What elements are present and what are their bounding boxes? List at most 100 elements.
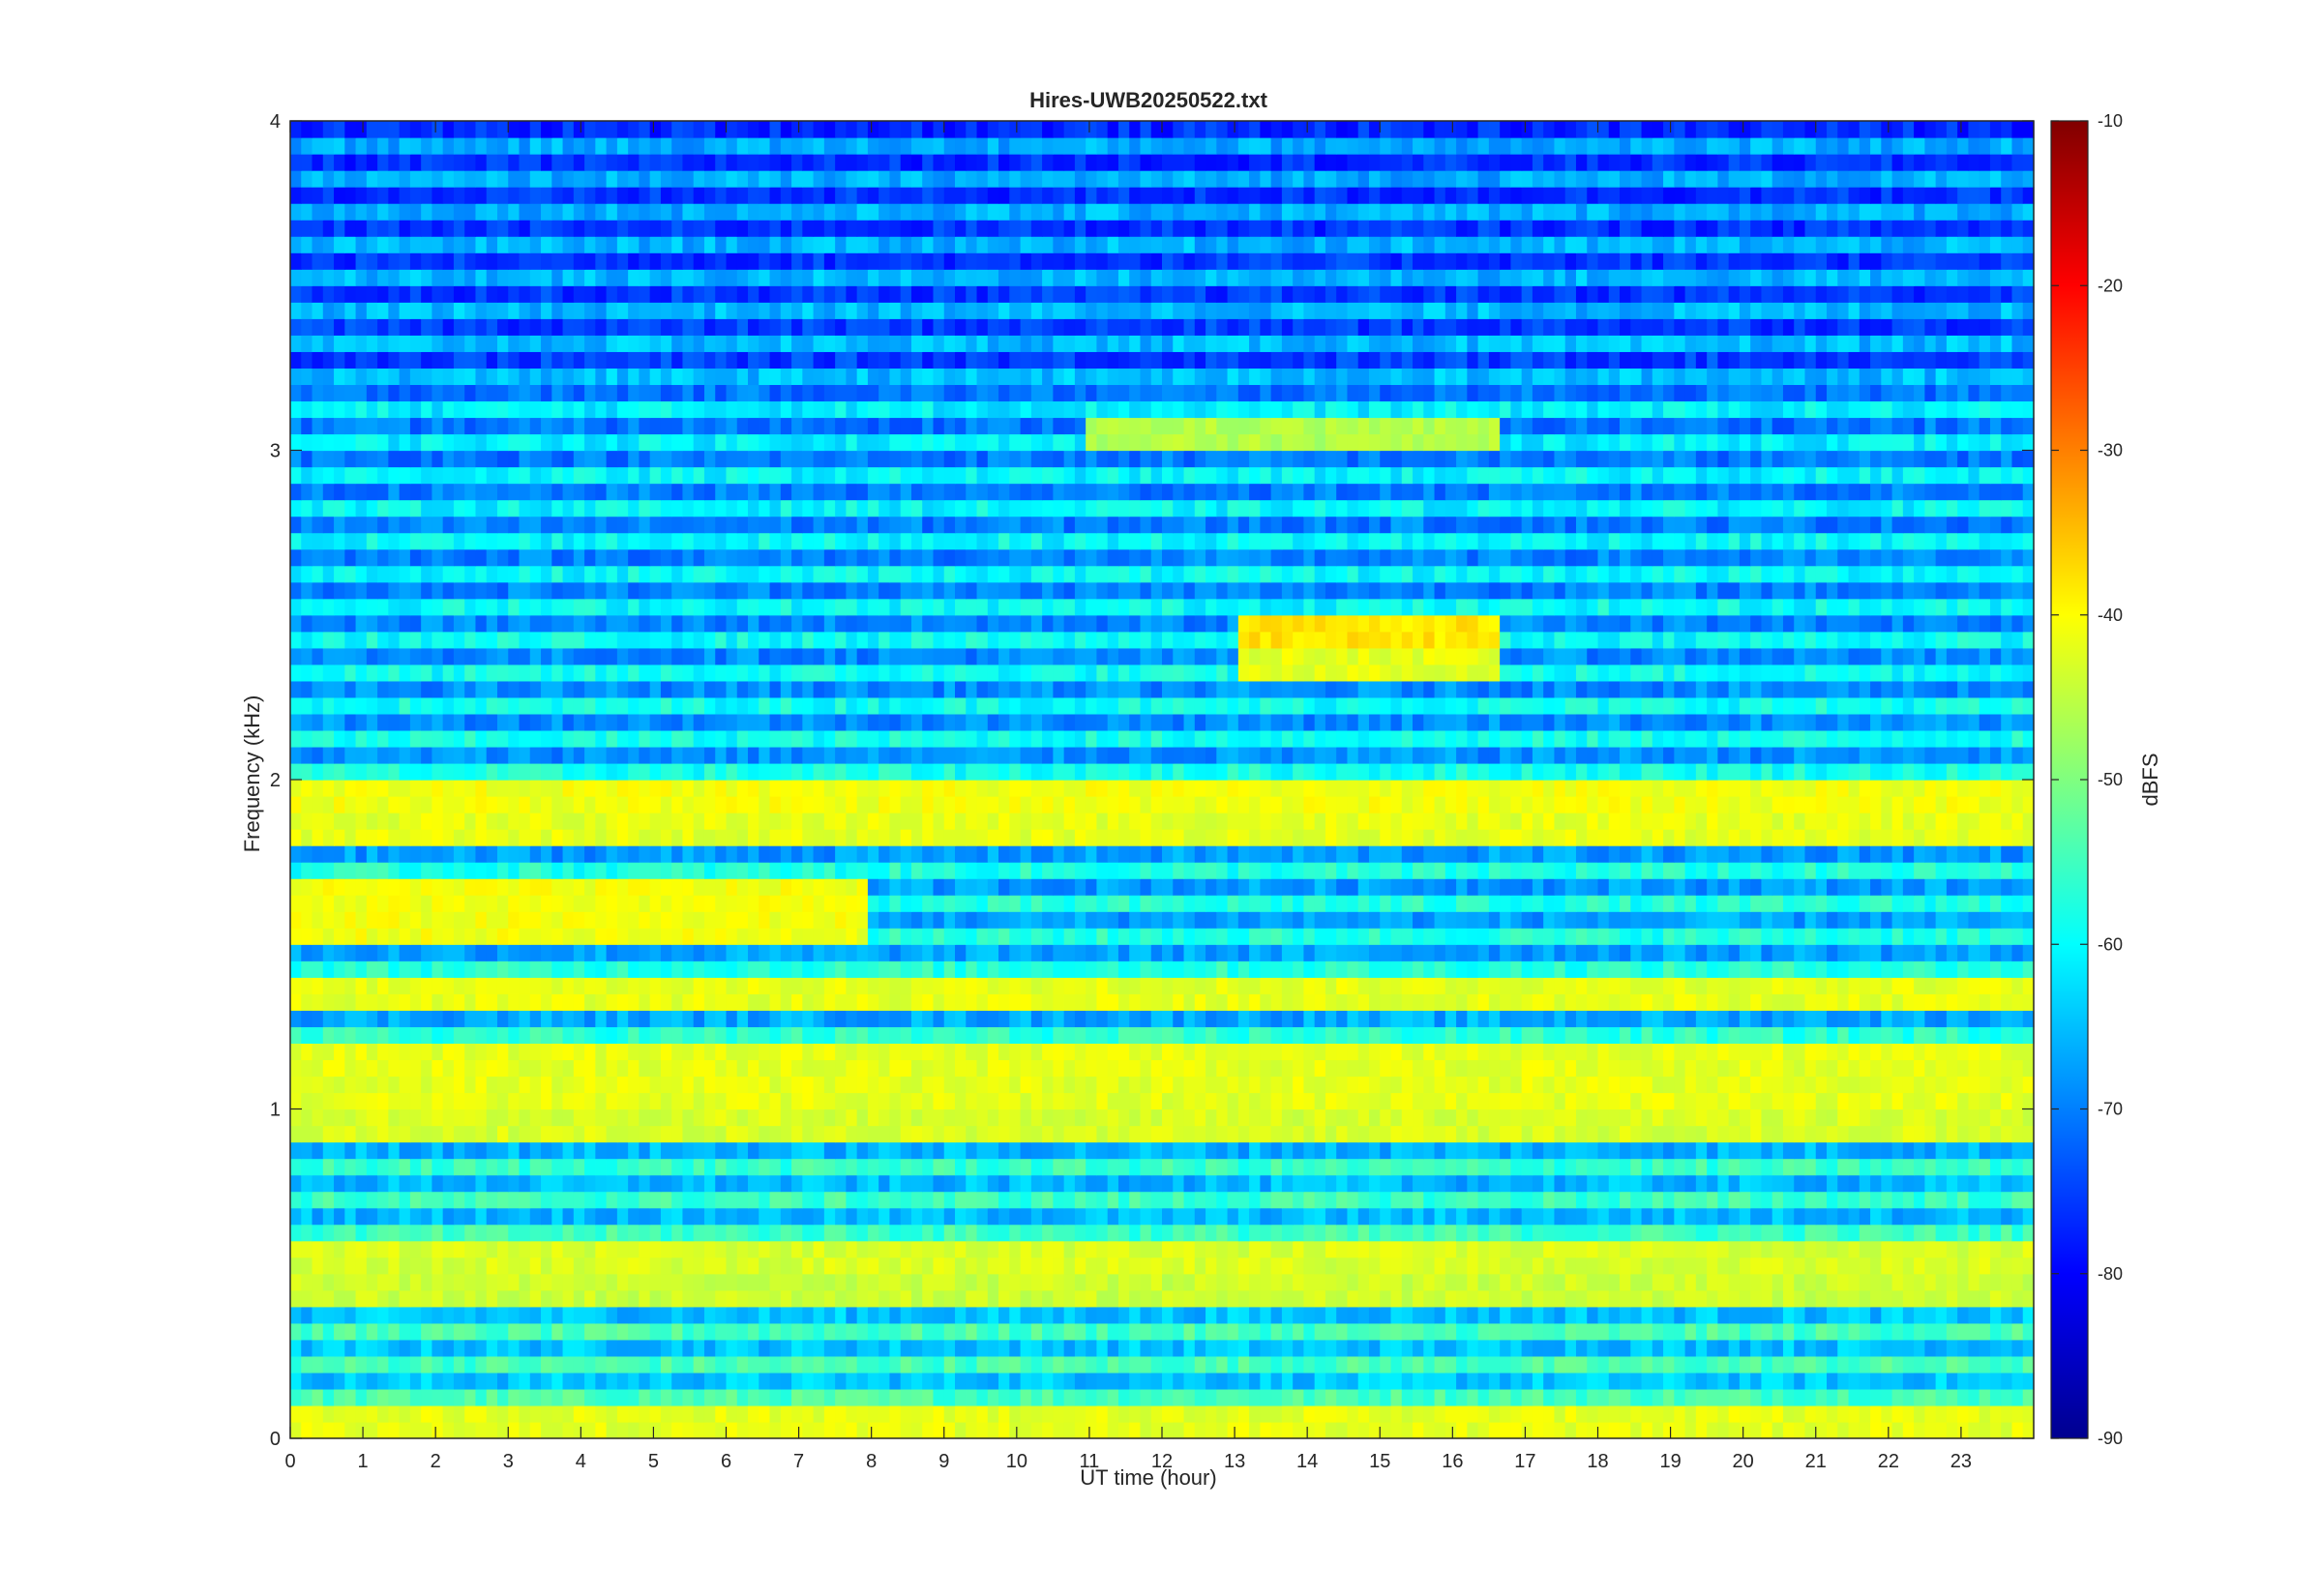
heatmap-cell — [769, 1076, 782, 1094]
heatmap-cell — [1500, 1306, 1511, 1324]
heatmap-cell — [1467, 1388, 1479, 1406]
heatmap-cell — [1870, 1421, 1882, 1439]
heatmap-cell — [878, 1355, 891, 1374]
heatmap-cell — [1935, 1289, 1948, 1308]
heatmap-cell — [660, 1240, 672, 1258]
heatmap-cell — [628, 1404, 640, 1423]
heatmap-cell — [660, 1322, 672, 1341]
heatmap-cell — [759, 1092, 771, 1110]
heatmap-cell — [1597, 1207, 1610, 1226]
heatmap-cell — [987, 1026, 999, 1045]
heatmap-cell — [334, 1026, 345, 1045]
heatmap-cell — [1477, 1224, 1490, 1242]
heatmap-cell — [671, 1224, 684, 1242]
heatmap-cell — [1140, 1059, 1152, 1078]
heatmap-cell — [1162, 1240, 1174, 1258]
heatmap-cell — [1827, 1043, 1838, 1061]
heatmap-cell — [1281, 1026, 1294, 1045]
heatmap-cell — [421, 911, 433, 929]
heatmap-cell — [1500, 944, 1511, 961]
heatmap-cell — [519, 1108, 531, 1127]
heatmap-cell — [1293, 1026, 1305, 1045]
heatmap-cell — [1368, 1404, 1381, 1423]
heatmap-cell — [1587, 1421, 1599, 1439]
heatmap-cell — [1206, 1306, 1217, 1324]
heatmap-cell — [355, 1273, 368, 1291]
heatmap-cell — [1652, 1322, 1664, 1341]
heatmap-cell — [922, 1141, 935, 1160]
heatmap-cell — [1053, 1256, 1065, 1275]
heatmap-cell — [1761, 1421, 1773, 1439]
heatmap-cell — [1488, 1174, 1501, 1193]
heatmap-cell — [976, 1339, 989, 1357]
heatmap-cell — [1456, 1010, 1468, 1027]
heatmap-cell — [1500, 1421, 1511, 1439]
heatmap-cell — [1488, 1289, 1501, 1308]
heatmap-cell — [432, 1355, 444, 1374]
heatmap-cell — [856, 1322, 869, 1341]
heatmap-cell — [1641, 1076, 1653, 1094]
heatmap-cell — [595, 911, 608, 929]
heatmap-cell — [1652, 1339, 1664, 1357]
heatmap-cell — [486, 1388, 498, 1406]
heatmap-cell — [671, 1191, 684, 1209]
heatmap-cell — [442, 1125, 455, 1143]
heatmap-cell — [1543, 1174, 1556, 1193]
heatmap-cell — [1303, 977, 1316, 994]
heatmap-cell — [1771, 1273, 1784, 1291]
heatmap-cell — [1183, 1224, 1196, 1242]
heatmap-cell — [1837, 977, 1850, 994]
heatmap-cell — [1150, 1372, 1163, 1390]
heatmap-cell — [1086, 928, 1098, 945]
heatmap-cell — [322, 911, 335, 929]
heatmap-cell — [453, 1388, 465, 1406]
heatmap-cell — [1444, 1289, 1457, 1308]
heatmap-cell — [584, 944, 596, 961]
heatmap-cell — [595, 1372, 608, 1390]
heatmap-cell — [693, 1289, 705, 1308]
heatmap-cell — [748, 1158, 759, 1176]
heatmap-cell — [1413, 1207, 1424, 1226]
heatmap-cell — [1924, 1306, 1937, 1324]
heatmap-cell — [1249, 1141, 1261, 1160]
heatmap-cell — [987, 1224, 999, 1242]
heatmap-cell — [1630, 1339, 1643, 1357]
heatmap-cell — [475, 1174, 488, 1193]
heatmap-cell — [1761, 1404, 1773, 1423]
heatmap-cell — [1881, 1141, 1893, 1160]
heatmap-cell — [1303, 1421, 1316, 1439]
heatmap-cell — [290, 1306, 302, 1324]
heatmap-cell — [1206, 1059, 1217, 1078]
heatmap-cell — [1030, 977, 1043, 994]
heatmap-cell — [1281, 1372, 1294, 1390]
heatmap-cell — [355, 1158, 368, 1176]
heatmap-cell — [878, 977, 891, 994]
heatmap-cell — [943, 1092, 956, 1110]
heatmap-cell — [867, 1339, 879, 1357]
heatmap-cell — [1902, 1355, 1915, 1374]
heatmap-cell — [639, 1092, 651, 1110]
heatmap-cell — [334, 1339, 345, 1357]
heatmap-cell — [1935, 1076, 1948, 1094]
heatmap-cell — [846, 928, 858, 945]
heatmap-cell — [1237, 1010, 1250, 1027]
heatmap-cell — [2001, 977, 2013, 994]
heatmap-cell — [1074, 1256, 1087, 1275]
heatmap-cell — [649, 1026, 662, 1045]
heatmap-cell — [1881, 1273, 1893, 1291]
heatmap-cell — [1794, 1207, 1806, 1226]
heatmap-cell — [1870, 1207, 1882, 1226]
heatmap-cell — [802, 1010, 815, 1027]
heatmap-cell — [1206, 961, 1217, 978]
heatmap-cell — [1260, 1026, 1272, 1045]
heatmap-cell — [1804, 1339, 1817, 1357]
heatmap-cell — [856, 1026, 869, 1045]
heatmap-cell — [595, 1306, 608, 1324]
heatmap-cell — [1140, 1224, 1152, 1242]
heatmap-cell — [1827, 1339, 1838, 1357]
heatmap-cell — [791, 993, 803, 1011]
heatmap-cell — [1794, 1404, 1806, 1423]
heatmap-cell — [1543, 1141, 1556, 1160]
heatmap-cell — [1150, 1174, 1163, 1193]
heatmap-cell — [1096, 1306, 1109, 1324]
